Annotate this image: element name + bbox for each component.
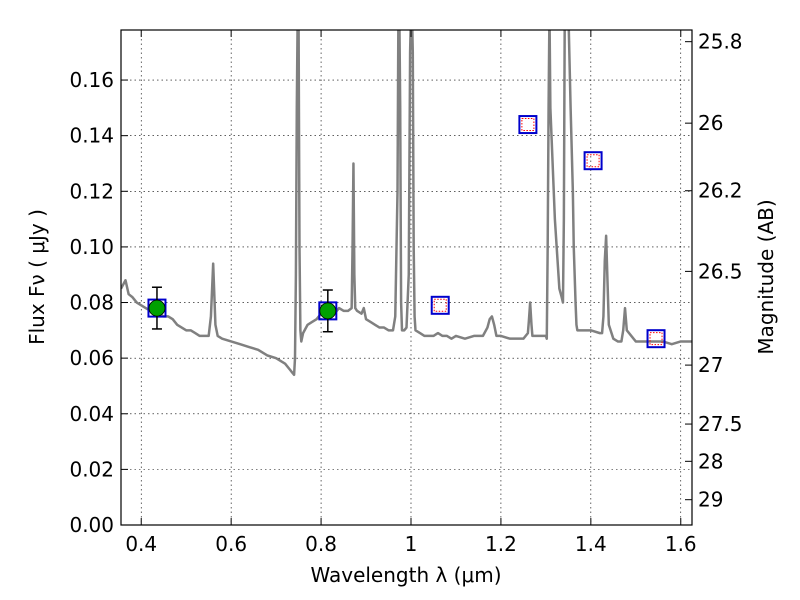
observed-point [148, 299, 166, 317]
x-tick-label: 0.8 [305, 532, 337, 556]
y-tick-label: 0.16 [69, 68, 114, 92]
model-photometry-square [646, 329, 666, 349]
right-tick-label: 25.8 [698, 30, 743, 54]
y-tick-label: 0.14 [69, 124, 114, 148]
upper-limit-marker [433, 298, 447, 312]
observed-point [319, 302, 337, 320]
right-tick-label: 26.5 [698, 259, 743, 283]
grid-lines [121, 30, 692, 526]
model-photometry-square [518, 115, 538, 135]
right-axis-label: Magnitude (AB) [754, 199, 778, 354]
upper-limit-marker [586, 154, 600, 168]
upper-limit-marker [521, 118, 535, 132]
y-tick-label: 0.08 [69, 291, 114, 315]
upper-limit-marker [649, 332, 663, 346]
y-tick-label: 0.12 [69, 179, 114, 203]
x-tick-label: 1.6 [665, 532, 697, 556]
right-tick-label: 26.2 [698, 179, 743, 203]
photometry-markers [147, 115, 666, 349]
axis-ticks: 0.4 0.6 0.8 1 1.2 1.4 1.6 0.00 0.02 0.04 0.06 0.08 0… [69, 30, 742, 556]
right-tick-label: 26 [698, 111, 723, 135]
y-axis-label: Flux Fν ( μJy ) [25, 209, 49, 345]
plot-frame [120, 29, 693, 526]
model-photometry-square [583, 151, 603, 171]
x-tick-label: 1 [405, 532, 418, 556]
x-axis-label: Wavelength λ (μm) [310, 563, 501, 587]
x-tick-label: 1.2 [485, 532, 517, 556]
model-photometry-square [430, 295, 450, 315]
x-tick-label: 0.6 [215, 532, 247, 556]
y-tick-label: 0.06 [69, 346, 114, 370]
model-spectrum-line [121, 30, 692, 377]
y-tick-label: 0.04 [69, 402, 114, 426]
right-tick-label: 28 [698, 449, 723, 473]
y-tick-label: 0.02 [69, 457, 114, 481]
right-tick-label: 29 [698, 488, 723, 512]
right-tick-label: 27 [698, 353, 723, 377]
x-tick-label: 1.4 [575, 532, 607, 556]
y-tick-label: 0.00 [69, 513, 114, 537]
y-tick-label: 0.10 [69, 235, 114, 259]
right-tick-label: 27.5 [698, 412, 743, 436]
x-tick-label: 0.4 [125, 532, 157, 556]
